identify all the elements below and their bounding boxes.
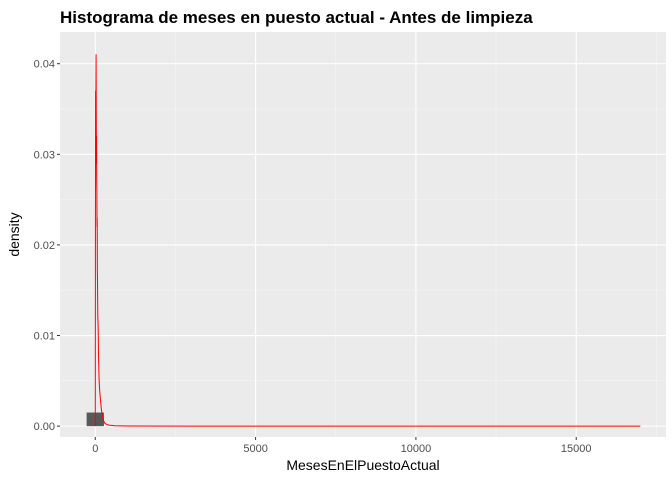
y-axis-ticks: 0.00 0.01 0.02 0.03 0.04: [34, 59, 60, 433]
x-tick-label: 0: [92, 443, 98, 455]
minor-gridlines: [60, 32, 666, 437]
x-tick-label: 10000: [401, 443, 432, 455]
density-curve: [94, 54, 641, 427]
x-axis-label: MesesEnElPuestoActual: [286, 457, 439, 473]
x-tick-label: 5000: [243, 443, 267, 455]
density-curve-group: [94, 54, 641, 427]
y-tick-label: 0.03: [34, 149, 55, 161]
x-tick-label: 15000: [561, 443, 592, 455]
chart-title: Histograma de meses en puesto actual - A…: [60, 8, 533, 27]
x-axis-ticks: 0 5000 10000 15000: [92, 437, 592, 455]
y-axis-label: density: [6, 212, 22, 256]
y-tick-label: 0.02: [34, 240, 55, 252]
y-tick-label: 0.01: [34, 331, 55, 343]
y-tick-label: 0.04: [34, 59, 55, 71]
plot-panel: [60, 32, 666, 437]
y-tick-label: 0.00: [34, 421, 55, 433]
